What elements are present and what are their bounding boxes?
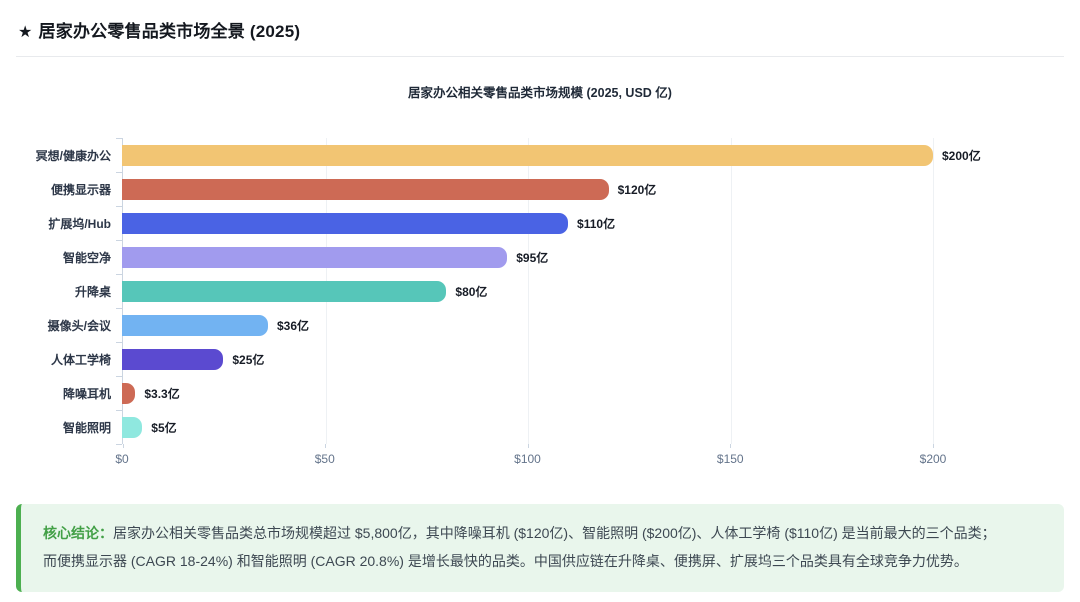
chart-row-7: 降噪耳机 $3.3亿 xyxy=(16,376,1064,410)
x-tick-label: $100 xyxy=(514,452,541,466)
summary-lead: 核心结论： xyxy=(43,525,113,541)
gridline xyxy=(528,138,529,444)
bar-track: $95亿 xyxy=(122,240,933,274)
bar-track: $200亿 xyxy=(122,138,981,172)
chart-row-1: 便携显示器 $120亿 xyxy=(16,172,1064,206)
value-label: $95亿 xyxy=(516,250,549,265)
star-icon: ★ xyxy=(18,24,33,41)
bar-3[interactable] xyxy=(122,246,508,268)
bar-rows: 冥想/健康办公 $200亿便携显示器 $120亿扩展坞/Hub $110亿智能空净 $9… xyxy=(16,138,1064,444)
header-divider xyxy=(16,56,1064,57)
category-label: 扩展坞/Hub xyxy=(48,216,111,231)
x-axis-tick xyxy=(932,444,934,448)
bar-track: $120亿 xyxy=(122,172,933,206)
y-axis-tick xyxy=(116,444,122,445)
category-label: 人体工学椅 xyxy=(50,352,111,367)
summary-paragraph: 核心结论：居家办公相关零售品类总市场规模超过 $5,800亿，其中降噪耳机 ($… xyxy=(43,519,1042,575)
header: ★ 居家办公零售品类市场全景 (2025) xyxy=(0,0,1080,57)
category-label: 升降桌 xyxy=(74,284,111,299)
bar-5[interactable] xyxy=(122,314,268,336)
summary-line-1: 居家办公相关零售品类总市场规模超过 $5,800亿，其中降噪耳机 ($120亿)… xyxy=(113,525,996,541)
x-axis-tick xyxy=(122,444,124,448)
y-axis-tick xyxy=(116,410,122,411)
bar-track: $25亿 xyxy=(122,342,933,376)
value-label: $120亿 xyxy=(617,182,657,197)
value-label: $110亿 xyxy=(577,216,616,231)
x-axis-tick xyxy=(325,444,326,448)
x-tick-label: $50 xyxy=(314,452,335,466)
bar-track: $3.3亿 xyxy=(122,376,933,410)
chart-row-8: 智能照明 $5亿 xyxy=(16,410,1064,444)
y-axis-tick xyxy=(116,240,122,241)
category-label: 智能照明 xyxy=(62,420,111,435)
y-axis-tick xyxy=(116,172,122,173)
x-tick-label: $0 xyxy=(115,452,129,466)
category-label: 便携显示器 xyxy=(50,182,111,197)
y-axis-tick xyxy=(116,274,122,275)
gridline xyxy=(933,138,934,444)
gridline xyxy=(730,138,732,444)
summary-callout: 核心结论：居家办公相关零售品类总市场规模超过 $5,800亿，其中降噪耳机 ($… xyxy=(16,504,1064,592)
bar-0[interactable] xyxy=(122,144,933,166)
chart-row-4: 升降桌 $80亿 xyxy=(16,274,1064,308)
bar-track: $5亿 xyxy=(122,410,933,444)
bar-7[interactable] xyxy=(122,382,136,404)
y-axis-tick xyxy=(116,376,122,377)
category-label: 摄像头/会议 xyxy=(47,318,111,333)
chart-title: 居家办公相关零售品类市场规模 (2025, USD 亿) xyxy=(408,86,672,100)
chart-row-0: 冥想/健康办公 $200亿 xyxy=(16,138,1064,172)
value-label: $5亿 xyxy=(151,420,177,435)
value-label: $25亿 xyxy=(232,352,265,367)
x-tick-label: $150 xyxy=(716,452,744,466)
bar-track: $80亿 xyxy=(122,274,933,308)
category-label: 智能空净 xyxy=(62,250,111,265)
page-title-text: 居家办公零售品类市场全景 (2025) xyxy=(38,22,301,41)
plot-area: 冥想/健康办公 $200亿便携显示器 $120亿扩展坞/Hub $110亿智能空净 $9… xyxy=(16,138,1064,482)
value-label: $80亿 xyxy=(455,284,488,299)
y-axis-tick xyxy=(116,138,122,139)
y-axis-tick xyxy=(116,206,122,207)
value-label: $3.3亿 xyxy=(144,386,180,401)
x-axis-tick xyxy=(730,444,731,448)
x-tick-label: $200 xyxy=(919,452,947,466)
y-axis-tick xyxy=(116,308,122,309)
value-label: $200亿 xyxy=(942,148,981,163)
chart-row-3: 智能空净 $95亿 xyxy=(16,240,1064,274)
x-axis-tick xyxy=(527,444,529,448)
page-title: ★ 居家办公零售品类市场全景 (2025) xyxy=(18,17,1062,42)
bar-track: $110亿 xyxy=(122,206,933,240)
bar-1[interactable] xyxy=(122,178,609,200)
y-axis-tick xyxy=(116,342,122,343)
bar-4[interactable] xyxy=(122,280,447,302)
x-axis: $0 $50 $100 $150 $200 xyxy=(115,452,946,472)
bar-track: $36亿 xyxy=(122,308,933,342)
value-label: $36亿 xyxy=(276,318,309,333)
chart-row-6: 人体工学椅 $25亿 xyxy=(16,342,1064,376)
bar-8[interactable] xyxy=(122,416,143,438)
chart-row-5: 摄像头/会议 $36亿 xyxy=(16,308,1064,342)
chart-row-2: 扩展坞/Hub $110亿 xyxy=(16,206,1064,240)
category-label: 冥想/健康办公 xyxy=(35,148,111,163)
bar-6[interactable] xyxy=(122,348,224,370)
bar-2[interactable] xyxy=(122,212,569,234)
bar-chart: 居家办公相关零售品类市场规模 (2025, USD 亿) 冥想/健康办公 $200… xyxy=(0,82,1080,482)
summary-line-2: 而便携显示器 (CAGR 18-24%) 和智能照明 (CAGR 20.8%) … xyxy=(43,553,968,569)
category-label: 降噪耳机 xyxy=(62,386,111,401)
